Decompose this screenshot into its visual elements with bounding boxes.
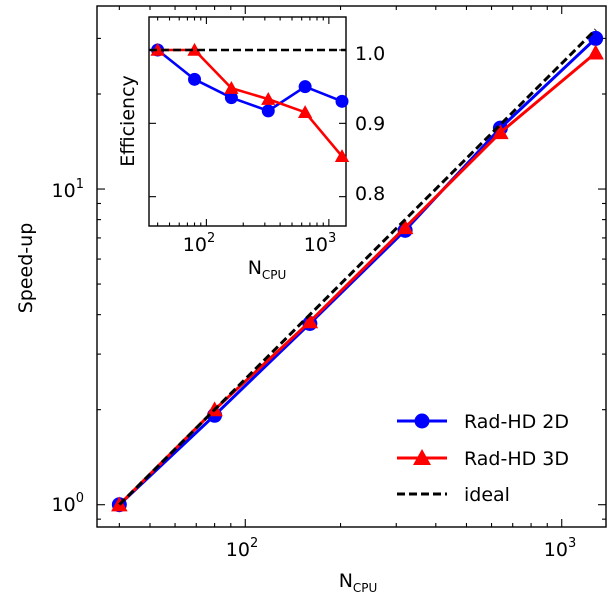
series-line-ideal: [118, 28, 597, 506]
rad-hd-3d-point: [396, 219, 414, 235]
main-ticks: [97, 6, 606, 527]
inset-y-tick-label: 1.0: [355, 43, 385, 65]
legend-label: ideal: [464, 484, 510, 506]
rad-hd-3d-point: [492, 124, 509, 140]
inset-x-tick-label: 103: [304, 231, 336, 256]
main-x-tick-label: 103: [544, 536, 576, 561]
rad-hd-2d-point: [188, 72, 202, 86]
legend-label: Rad-HD 2D: [464, 411, 569, 433]
rad-hd-3d-point: [587, 44, 604, 60]
inset-y-tick-label: 0.8: [355, 183, 385, 205]
inset-background: [149, 17, 346, 226]
rad-hd-3d-point: [301, 313, 319, 329]
main-plot: 102 103 100 101 NCPU Speed-up: [15, 5, 607, 595]
rad-hd-2d-point: [298, 80, 312, 94]
inset-y-tick-label: 0.9: [355, 113, 385, 135]
main-x-axis-label: NCPU: [339, 570, 378, 595]
rad-hd-2d-point: [335, 94, 349, 108]
inset-y-axis-label: Efficiency: [117, 75, 139, 167]
inset-plot: 102 103 1.0 0.9 0.8 NCPU Efficiency: [117, 16, 385, 282]
rad-hd-3d-point: [224, 80, 239, 94]
main-y-tick-label: 100: [52, 491, 84, 516]
series-line-rad-hd-2d: [156, 48, 343, 113]
main-series: [111, 28, 604, 513]
rad-hd-3d-point: [334, 149, 350, 163]
inset-x-axis-label: NCPU: [248, 257, 287, 282]
inset-x-tick-label: 102: [183, 231, 215, 256]
inset-plot-frame: [148, 16, 347, 227]
legend-item-rad-hd-2d: Rad-HD 2D: [397, 411, 569, 433]
main-x-tick-label: 102: [226, 536, 258, 561]
rad-hd-3d-point: [261, 91, 276, 105]
series-line-rad-hd-2d: [118, 37, 597, 506]
legend-item-ideal: ideal: [397, 484, 510, 506]
legend: Rad-HD 2D Rad-HD 3D ideal: [397, 411, 569, 506]
rad-hd-3d-point: [297, 105, 313, 119]
main-y-tick-label: 101: [52, 177, 84, 202]
rad-hd-2d-point: [224, 91, 238, 105]
legend-triangle-marker: [413, 449, 431, 465]
main-y-axis-label: Speed-up: [15, 223, 37, 314]
legend-item-rad-hd-3d: Rad-HD 3D: [397, 448, 569, 470]
main-plot-frame: [96, 5, 607, 528]
rad-hd-2d-point: [261, 104, 275, 118]
rad-hd-3d-point: [187, 42, 202, 56]
legend-circle-marker: [414, 413, 430, 429]
legend-label: Rad-HD 3D: [464, 448, 569, 470]
rad-hd-3d-point: [150, 42, 165, 56]
inset-series: [149, 42, 350, 163]
